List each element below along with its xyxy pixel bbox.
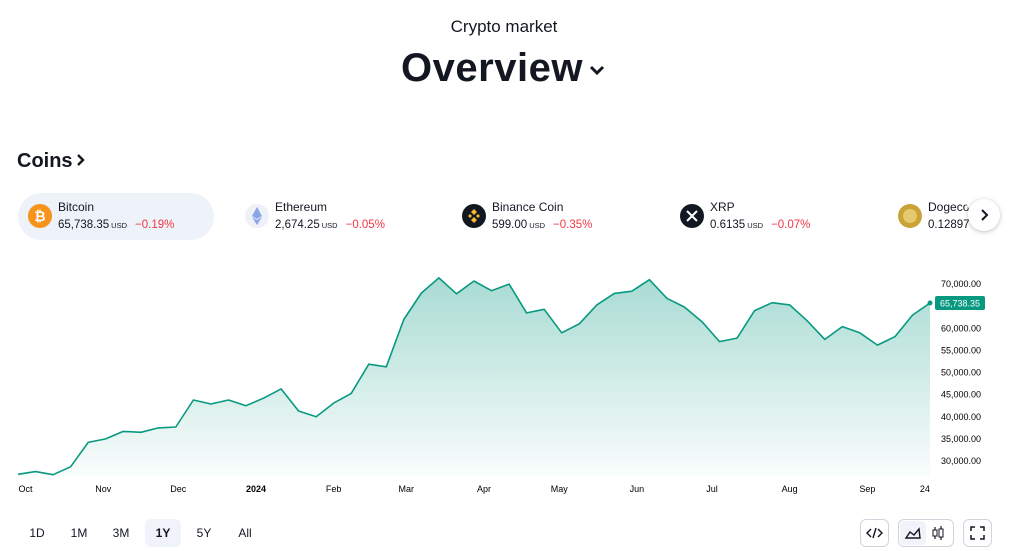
- coin[interactable]: Ethereum 2,674.25 USD −0.05%: [235, 193, 431, 240]
- y-tick-label: 60,000.00: [941, 323, 981, 333]
- coin-unit: USD: [111, 221, 128, 230]
- coin-icon: ₿: [28, 204, 52, 228]
- x-tick-label: Nov: [95, 484, 112, 494]
- range-button[interactable]: 3M: [112, 526, 130, 540]
- style-icons: [900, 521, 944, 545]
- coin-icon: [462, 204, 486, 228]
- y-tick-label: 55,000.00: [941, 345, 981, 355]
- chart-style-toggle[interactable]: [898, 519, 954, 547]
- coin-name: Dogecoin: [928, 200, 970, 214]
- coin-change: −0.35%: [553, 219, 593, 231]
- coin-unit: USD: [747, 221, 764, 230]
- coin[interactable]: Binance Coin 599.00 USD −0.35%: [452, 193, 648, 240]
- coin[interactable]: Dogecoin 0.12897USD: [888, 193, 970, 240]
- coin-name: Ethereum: [275, 200, 328, 214]
- next-icon: [981, 209, 989, 221]
- price-badge: [935, 295, 985, 310]
- x-tick-label: Feb: [326, 484, 342, 494]
- x-tick-label: Dec: [170, 484, 187, 494]
- title-text[interactable]: Overview: [401, 46, 583, 90]
- coin-change: −0.05%: [345, 219, 385, 231]
- embed-button[interactable]: [860, 519, 889, 547]
- coin-name: Bitcoin: [58, 200, 95, 214]
- x-tick-label: Mar: [399, 484, 415, 494]
- coin-change: −0.19%: [135, 219, 175, 231]
- coin-price-line: 599.00 USD −0.35%: [492, 219, 592, 231]
- coin-price: 0.6135: [710, 219, 746, 231]
- y-tick-label: 30,000.00: [941, 456, 981, 466]
- coin-price: 0.12897: [928, 219, 970, 231]
- range-button[interactable]: 1M: [70, 526, 88, 540]
- x-tick-label: Jul: [706, 484, 718, 494]
- arrow: [76, 154, 85, 166]
- coin-price-line: 2,674.25 USD −0.05%: [275, 219, 385, 231]
- coin-unit: USD: [321, 221, 338, 230]
- area-fill: [18, 277, 930, 477]
- x-tick-label: 2024: [246, 484, 266, 494]
- chevron[interactable]: [587, 60, 607, 80]
- range-button[interactable]: 5Y: [196, 526, 212, 540]
- range-button[interactable]: 1D: [29, 526, 45, 540]
- last-point: [927, 300, 933, 306]
- range-button[interactable]: All: [238, 526, 252, 540]
- coin-icon: [898, 204, 922, 228]
- coin[interactable]: XRP 0.6135 USD −0.07%: [670, 193, 866, 240]
- next-button[interactable]: [968, 199, 1000, 231]
- fullscreen-button[interactable]: [963, 519, 992, 547]
- x-tick-label: Oct: [19, 484, 34, 494]
- coin[interactable]: ₿ Bitcoin 65,738.35 USD −0.19%: [18, 193, 214, 240]
- coin-price-line: 0.12897USD: [928, 219, 970, 231]
- coin-name: Binance Coin: [492, 200, 564, 214]
- coin-price: 65,738.35: [58, 219, 110, 231]
- svg-text:₿: ₿: [34, 208, 45, 224]
- coin-icon: [245, 204, 269, 228]
- price-line: [17, 277, 931, 476]
- page-title[interactable]: Overview: [0, 46, 1008, 91]
- y-tick-label: 45,000.00: [941, 390, 981, 400]
- subtitle: Crypto market: [450, 17, 558, 36]
- coin-price-line: 0.6135 USD −0.07%: [710, 219, 810, 231]
- coin-price-line: 65,738.35 USD −0.19%: [58, 219, 174, 231]
- section-text[interactable]: Coins: [17, 150, 73, 172]
- x-tick-label: Aug: [782, 484, 798, 494]
- coin-price: 599.00: [492, 219, 528, 231]
- price-badge-label: 65,738.35: [940, 298, 980, 308]
- y-tick-label: 50,000.00: [941, 368, 981, 378]
- coin-name: XRP: [710, 200, 735, 214]
- x-tick-label: Apr: [477, 484, 491, 494]
- fullscreen-icon: [970, 526, 985, 540]
- coin-icon: [680, 204, 704, 228]
- x-tick-label: May: [551, 484, 569, 494]
- x-tick-label: 24: [920, 484, 930, 494]
- coin-unit: USD: [529, 221, 546, 230]
- x-tick-label: Jun: [630, 484, 645, 494]
- section-title[interactable]: Coins: [17, 150, 86, 173]
- coin-price: 2,674.25: [275, 219, 320, 231]
- y-tick-label: 70,000.00: [941, 279, 981, 289]
- range-button[interactable]: 1Y: [145, 519, 181, 547]
- chart: 30,000.00 35,000.00 40,000.00 45,000.00 50,0…: [17, 277, 985, 494]
- coin-change: −0.07%: [771, 219, 811, 231]
- embed-icon: [866, 527, 883, 539]
- y-tick-label: 40,000.00: [941, 412, 981, 422]
- y-tick-label: 35,000.00: [941, 434, 981, 444]
- x-tick-label: Sep: [859, 484, 875, 494]
